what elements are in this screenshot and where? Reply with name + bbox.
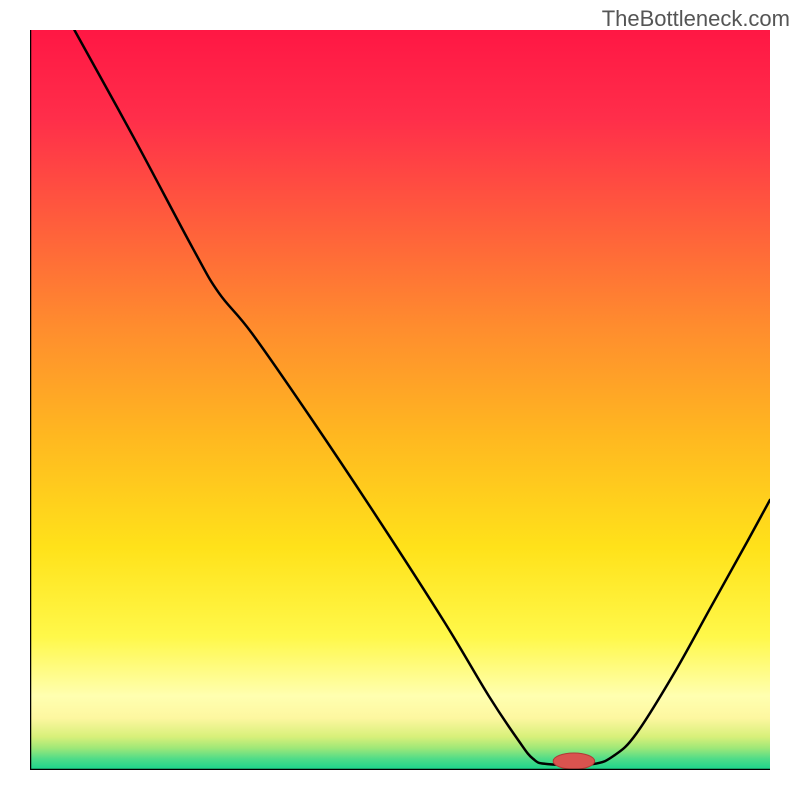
plot-svg <box>30 30 770 770</box>
gradient-background <box>30 30 770 770</box>
optimal-point-marker <box>553 753 594 769</box>
watermark-text: TheBottleneck.com <box>602 6 790 32</box>
plot-area <box>30 30 770 770</box>
